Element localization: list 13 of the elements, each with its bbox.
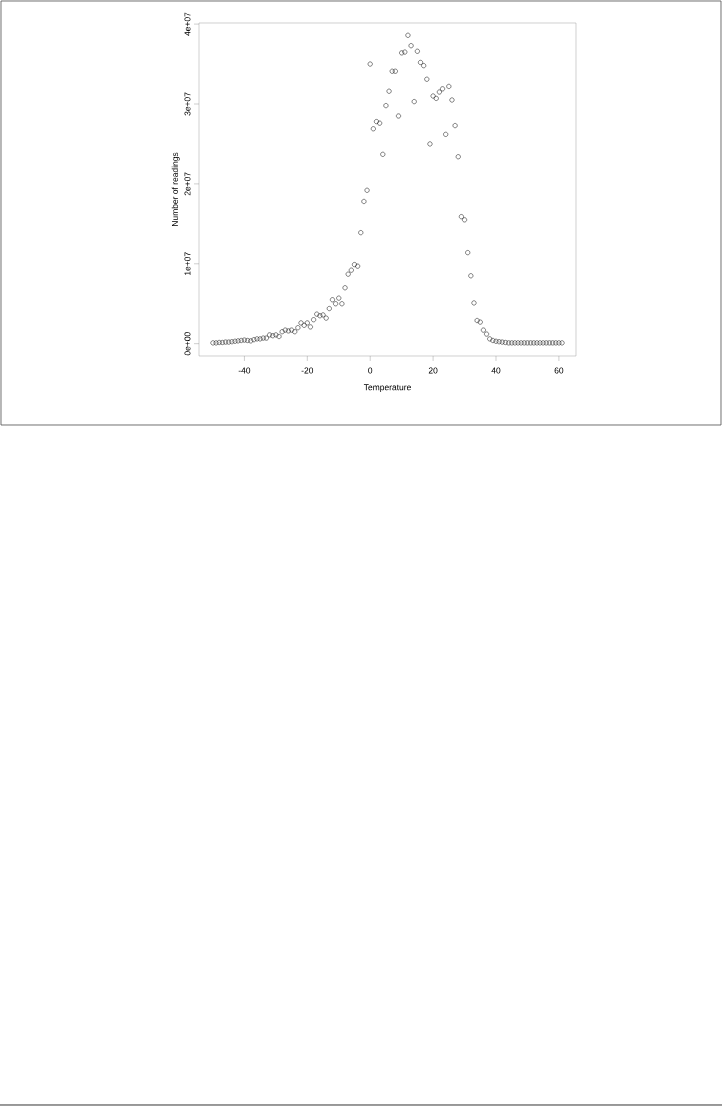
y-tick-label: 2e+07: [184, 172, 191, 196]
x-tick-label: -20: [301, 367, 314, 374]
y-axis-title: Number of readings: [171, 152, 180, 226]
x-tick-label: 20: [428, 367, 438, 374]
y-tick-label: 1e+07: [184, 252, 191, 276]
y-tick-label: 0e+00: [184, 332, 191, 356]
x-tick-label: 0: [368, 367, 373, 374]
x-tick-label: 60: [554, 367, 564, 374]
y-tick-label: 4e+07: [184, 12, 191, 36]
x-tick-label: -40: [238, 367, 251, 374]
x-tick-label: 40: [491, 367, 501, 374]
x-axis-title: Temperature: [363, 384, 411, 392]
y-tick-label: 3e+07: [184, 92, 191, 116]
